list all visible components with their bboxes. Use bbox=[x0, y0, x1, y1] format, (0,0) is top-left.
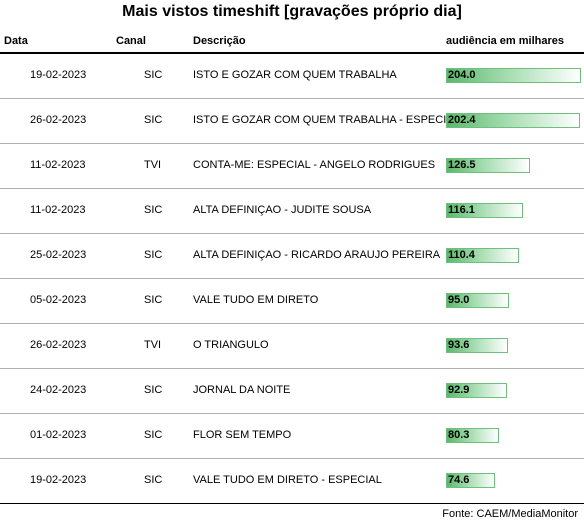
row-description: O TRIANGULO bbox=[193, 339, 269, 351]
row-date: 19-02-2023 bbox=[30, 69, 87, 81]
row-description: ALTA DEFINIÇAO - RICARDO ARAUJO PEREIRA bbox=[193, 249, 441, 261]
table-row: 19-02-2023 SIC ISTO E GOZAR COM QUEM TRABA… bbox=[0, 54, 584, 99]
header-audience: audiência em milhares bbox=[446, 35, 564, 47]
row-channel: TVI bbox=[144, 339, 162, 351]
header-date: Data bbox=[4, 35, 28, 47]
row-description: FLOR SEM TEMPO bbox=[193, 429, 292, 441]
audience-bar bbox=[446, 113, 580, 128]
audience-value: 126.5 bbox=[448, 159, 476, 171]
table-header: Data Canal Descrição audiência em milhar… bbox=[0, 30, 584, 54]
row-date: 26-02-2023 bbox=[30, 114, 87, 126]
row-date: 25-02-2023 bbox=[30, 249, 87, 261]
row-channel: SIC bbox=[144, 429, 163, 441]
audience-value: 95.0 bbox=[448, 294, 470, 306]
audience-bar bbox=[446, 473, 495, 488]
row-date: 11-02-2023 bbox=[30, 204, 86, 216]
row-channel: SIC bbox=[144, 114, 163, 126]
row-channel: SIC bbox=[144, 294, 163, 306]
table-row: 26-02-2023 TVI O TRIANGULO 93.6 bbox=[0, 324, 584, 369]
audience-value: 74.6 bbox=[448, 474, 470, 486]
table-row: 01-02-2023 SIC FLOR SEM TEMPO 80.3 bbox=[0, 414, 584, 459]
table-row: 11-02-2023 TVI CONTA-ME: ESPECIAL - ANGELO… bbox=[0, 144, 584, 189]
source-note: Fonte: CAEM/MediaMonitor bbox=[442, 508, 578, 520]
row-channel: SIC bbox=[144, 204, 163, 216]
table-body: 19-02-2023 SIC ISTO E GOZAR COM QUEM TRABA… bbox=[0, 54, 584, 504]
table-row: 11-02-2023 SIC ALTA DEFINIÇAO - JUDITE SOU… bbox=[0, 189, 584, 234]
audience-value: 116.1 bbox=[448, 204, 475, 216]
audience-bar bbox=[446, 248, 519, 263]
audience-bar bbox=[446, 428, 499, 443]
row-date: 19-02-2023 bbox=[30, 474, 87, 486]
row-channel: TVI bbox=[144, 159, 162, 171]
table-row: 05-02-2023 SIC VALE TUDO EM DIRETO 95.0 bbox=[0, 279, 584, 324]
audience-value: 110.4 bbox=[448, 249, 475, 261]
audience-value: 204.0 bbox=[448, 69, 476, 81]
header-description: Descrição bbox=[193, 35, 246, 47]
row-description: ISTO E GOZAR COM QUEM TRABALHA - ESPECIA… bbox=[193, 114, 460, 126]
table-row: 25-02-2023 SIC ALTA DEFINIÇAO - RICARDO AR… bbox=[0, 234, 584, 279]
row-date: 11-02-2023 bbox=[30, 159, 86, 171]
row-date: 01-02-2023 bbox=[30, 429, 87, 441]
audience-value: 92.9 bbox=[448, 384, 470, 396]
row-date: 05-02-2023 bbox=[30, 294, 87, 306]
table-row: 24-02-2023 SIC JORNAL DA NOITE 92.9 bbox=[0, 369, 584, 414]
audience-bar bbox=[446, 293, 509, 308]
audience-bar bbox=[446, 203, 523, 218]
row-channel: SIC bbox=[144, 474, 163, 486]
audience-bar bbox=[446, 68, 581, 83]
audience-value: 202.4 bbox=[448, 114, 476, 126]
table-row: 19-02-2023 SIC VALE TUDO EM DIRETO - ESPEC… bbox=[0, 459, 584, 504]
row-description: CONTA-ME: ESPECIAL - ANGELO RODRIGUES bbox=[193, 159, 436, 171]
row-channel: SIC bbox=[144, 384, 163, 396]
audience-value: 93.6 bbox=[448, 339, 470, 351]
audience-bar bbox=[446, 158, 530, 173]
row-description: VALE TUDO EM DIRETO bbox=[193, 294, 319, 306]
row-channel: SIC bbox=[144, 69, 163, 81]
row-description: ALTA DEFINIÇAO - JUDITE SOUSA bbox=[193, 204, 372, 216]
table-row: 26-02-2023 SIC ISTO E GOZAR COM QUEM TRABA… bbox=[0, 99, 584, 144]
audience-value: 80.3 bbox=[448, 429, 470, 441]
row-date: 26-02-2023 bbox=[30, 339, 87, 351]
row-channel: SIC bbox=[144, 249, 163, 261]
audience-bar bbox=[446, 383, 507, 398]
chart-title: Mais vistos timeshift [gravações próprio… bbox=[122, 3, 462, 20]
row-date: 24-02-2023 bbox=[30, 384, 87, 396]
audience-bar bbox=[446, 338, 508, 353]
row-description: ISTO E GOZAR COM QUEM TRABALHA bbox=[193, 69, 397, 81]
row-description: JORNAL DA NOITE bbox=[193, 384, 291, 396]
row-description: VALE TUDO EM DIRETO - ESPECIAL bbox=[193, 474, 382, 486]
header-channel: Canal bbox=[116, 35, 146, 47]
